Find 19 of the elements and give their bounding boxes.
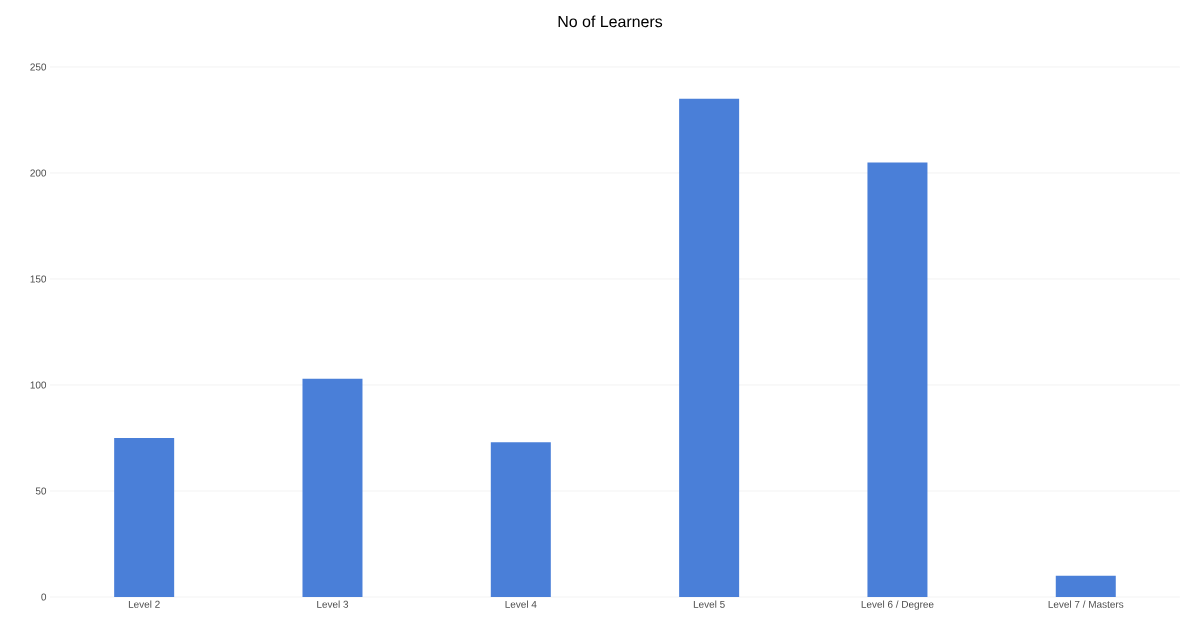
bar <box>114 438 175 597</box>
y-tick-label: 200 <box>30 169 47 177</box>
chart-title: No of Learners <box>558 15 663 28</box>
y-tick-label: 150 <box>30 275 47 283</box>
y-tick-label: 250 <box>30 63 47 71</box>
x-tick-label: Level 5 <box>693 600 725 608</box>
y-tick-label: 0 <box>41 593 47 601</box>
bar <box>867 162 928 597</box>
x-tick-label: Level 2 <box>128 600 160 608</box>
y-tick-label: 100 <box>30 381 47 389</box>
bar <box>679 98 740 597</box>
x-tick-label: Level 4 <box>505 600 537 608</box>
bar <box>490 442 551 597</box>
x-tick-label: Level 3 <box>317 600 349 608</box>
x-tick-label: Level 6 / Degree <box>861 600 934 610</box>
bar <box>1055 575 1116 597</box>
x-tick-label: Level 7 / Masters <box>1048 600 1124 608</box>
y-tick-label: 50 <box>35 487 47 495</box>
bar <box>302 378 363 597</box>
